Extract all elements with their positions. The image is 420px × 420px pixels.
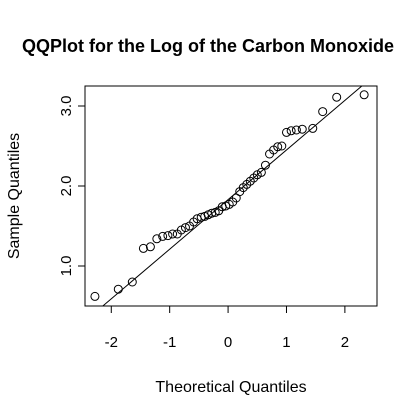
y-tick-label: 2.0 xyxy=(58,176,75,197)
data-point xyxy=(297,124,307,134)
data-point xyxy=(152,234,162,244)
y-tick-label: 3.0 xyxy=(58,96,75,117)
x-tick-label: 0 xyxy=(224,334,232,351)
data-point xyxy=(273,142,283,152)
data-point xyxy=(90,291,100,301)
data-point xyxy=(127,277,137,287)
data-points-group xyxy=(90,90,369,301)
data-point xyxy=(168,229,178,239)
data-point xyxy=(308,123,318,133)
y-axis: 1.0 2.0 3.0 xyxy=(58,96,86,277)
data-point xyxy=(256,167,266,177)
plot-frame xyxy=(84,85,378,307)
data-point xyxy=(163,231,173,241)
data-point xyxy=(138,243,148,253)
data-point xyxy=(113,284,123,294)
x-tick-label: -1 xyxy=(163,334,176,351)
data-point xyxy=(286,126,296,136)
data-point xyxy=(359,90,369,100)
x-tick-label: -2 xyxy=(105,334,118,351)
x-axis: -2 -1 0 1 2 xyxy=(105,305,349,351)
x-tick-label: 2 xyxy=(341,334,349,351)
data-point xyxy=(332,92,342,102)
data-point xyxy=(180,223,190,233)
chart-title: QQPlot for the Log of the Carbon Monoxid… xyxy=(22,36,394,56)
x-tick-label: 1 xyxy=(282,334,290,351)
data-point xyxy=(260,160,270,170)
x-axis-label: Theoretical Quantiles xyxy=(155,379,306,396)
data-point xyxy=(145,242,155,252)
data-point xyxy=(281,127,291,137)
y-tick-label: 1.0 xyxy=(58,256,75,277)
data-point xyxy=(318,107,328,117)
data-point xyxy=(158,231,168,241)
y-axis-label: Sample Quantiles xyxy=(6,133,23,259)
data-point xyxy=(291,125,301,135)
data-point xyxy=(277,141,287,151)
